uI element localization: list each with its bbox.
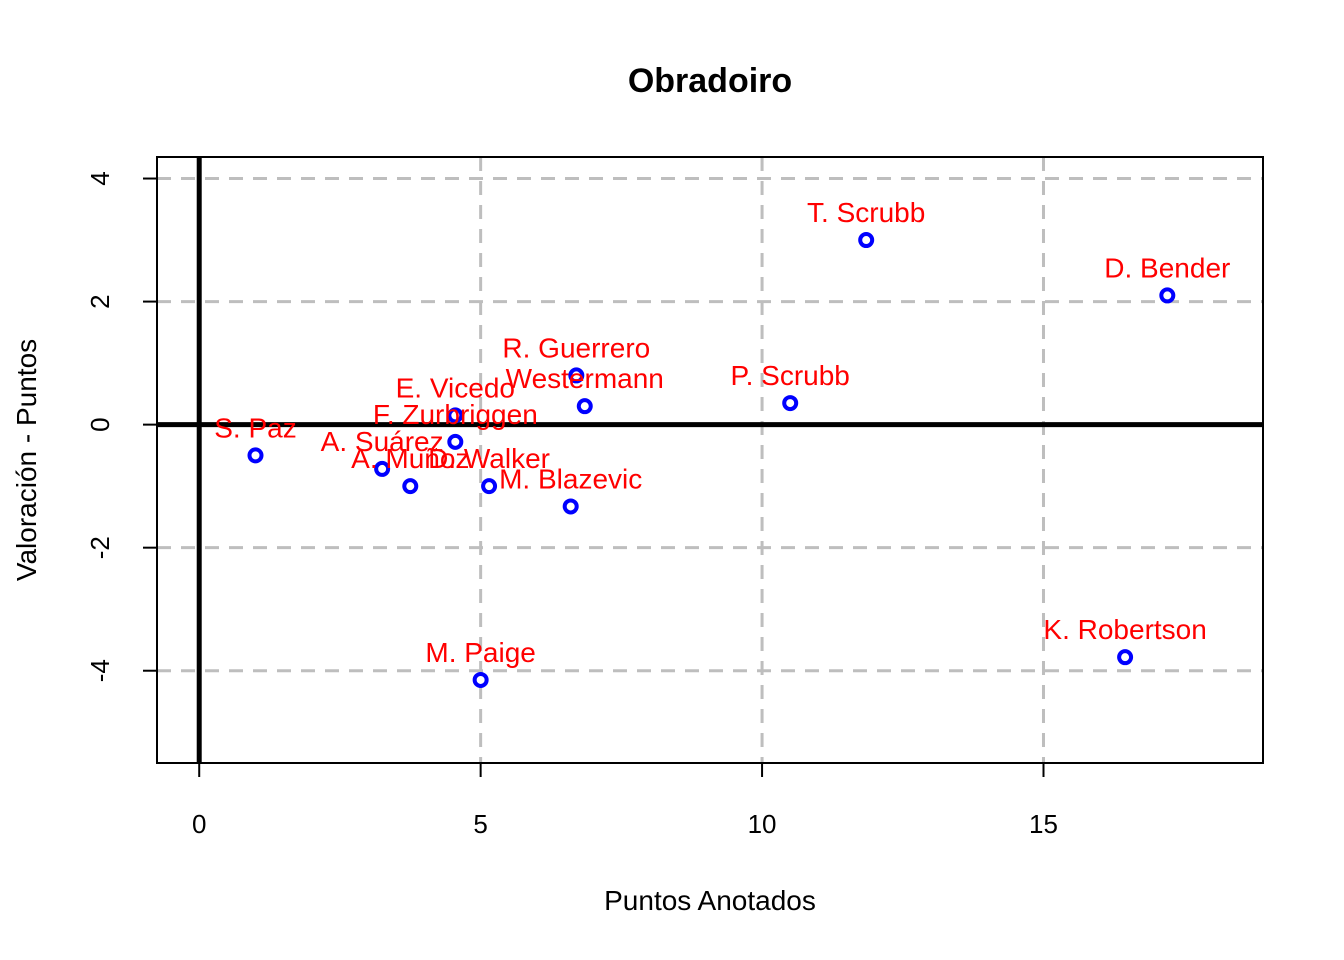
chart-title: Obradoiro — [628, 62, 792, 100]
point-label: M. Blazevic — [499, 463, 642, 494]
y-axis-title: Valoración - Puntos — [11, 339, 42, 581]
data-point — [1159, 287, 1176, 304]
point-label: M. Paige — [425, 637, 536, 668]
y-tick-label: 2 — [85, 294, 115, 308]
data-point — [1117, 649, 1134, 666]
x-tick-label: 0 — [192, 809, 206, 839]
y-tick-label: 4 — [85, 171, 115, 185]
data-point — [247, 447, 264, 464]
point-label: K. Robertson — [1043, 614, 1206, 645]
y-tick-label: -2 — [85, 536, 115, 559]
data-point — [481, 478, 498, 495]
data-point — [472, 671, 489, 688]
point-label: A. Suárez — [321, 426, 444, 457]
y-tick-label: 0 — [85, 417, 115, 431]
x-axis-title: Puntos Anotados — [604, 885, 816, 916]
data-point — [374, 460, 391, 477]
grid-lines — [157, 157, 1263, 763]
data-point — [568, 367, 585, 384]
x-tick-label: 5 — [473, 809, 487, 839]
data-point — [858, 232, 875, 249]
data-point — [562, 498, 579, 515]
data-point — [782, 395, 799, 412]
y-tick-label: -4 — [85, 659, 115, 682]
reference-lines — [157, 157, 1263, 763]
point-label: P. Scrubb — [731, 360, 850, 391]
data-point — [447, 433, 464, 450]
data-point — [447, 407, 464, 424]
point-label: D. Walker — [428, 443, 550, 474]
point-label: D. Bender — [1104, 252, 1230, 283]
point-label: Westermann — [506, 363, 664, 394]
x-tick-label: 10 — [748, 809, 777, 839]
point-label: F. Zurbriggen — [373, 399, 538, 430]
point-label: T. Scrubb — [807, 197, 925, 228]
y-axis: -4 -2 0 2 4 — [85, 171, 157, 682]
data-point — [402, 478, 419, 495]
point-label: S. Paz — [214, 412, 296, 443]
data-points — [247, 232, 1176, 688]
point-label: E. Vicedo — [396, 372, 515, 403]
point-label: A. Muñoz — [351, 443, 469, 474]
point-label: R. Guerrero — [502, 332, 650, 363]
x-tick-label: 15 — [1029, 809, 1058, 839]
x-axis: 0 5 10 15 — [192, 763, 1058, 839]
data-point — [576, 398, 593, 415]
plot-frame — [156, 156, 1264, 764]
